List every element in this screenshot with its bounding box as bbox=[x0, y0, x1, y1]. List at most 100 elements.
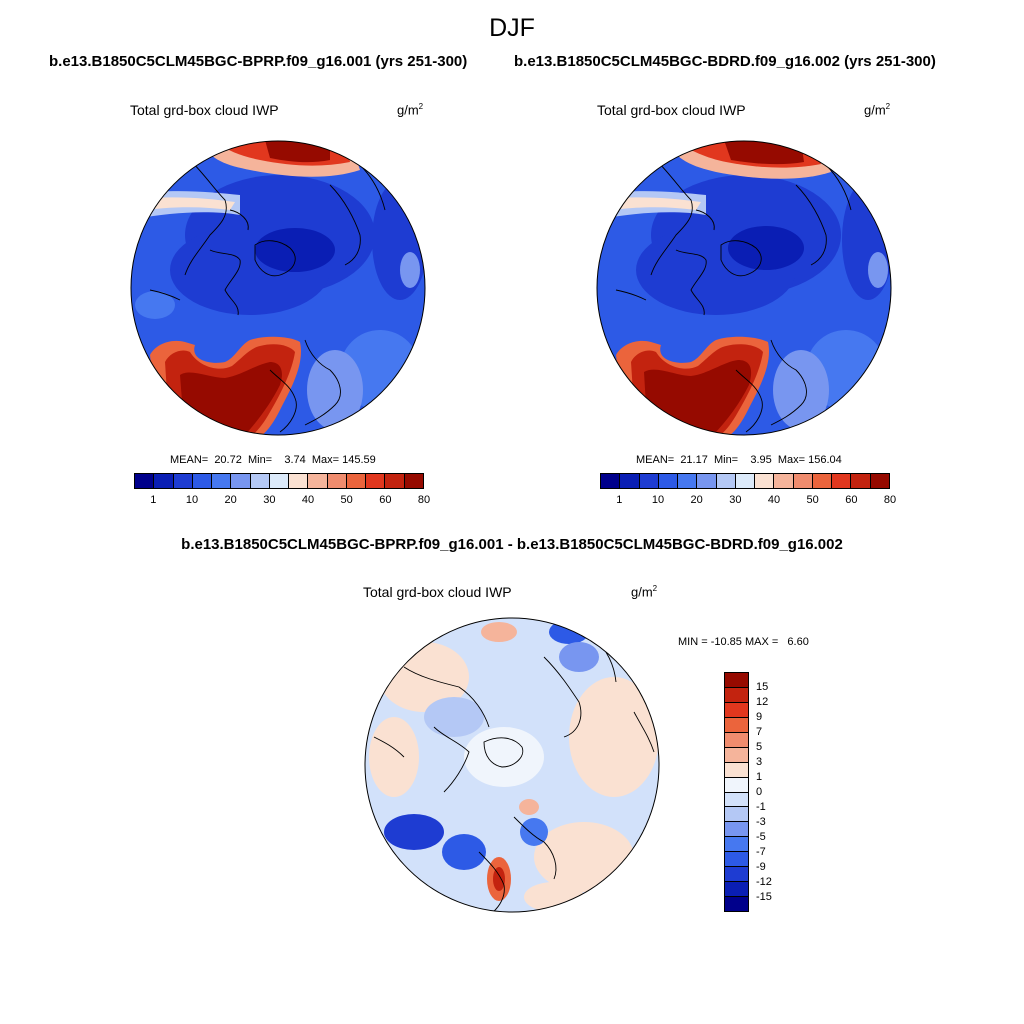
panel2-colorbar-ticks: 1 10 20 30 40 50 60 80 bbox=[600, 494, 896, 508]
panel3-label: Total grd-box cloud IWP bbox=[363, 584, 512, 600]
panel3-coastlines bbox=[373, 636, 655, 912]
colorbar-swatch bbox=[173, 474, 193, 488]
colorbar-swatch bbox=[716, 474, 736, 488]
case-b-title: b.e13.B1850C5CLM45BGC-BDRD.f09_g16.002 (… bbox=[514, 53, 936, 70]
panel2-map bbox=[596, 140, 892, 436]
colorbar-tick-label: -3 bbox=[756, 816, 766, 828]
panel1-map bbox=[130, 140, 426, 436]
colorbar-swatch bbox=[192, 474, 213, 488]
colorbar-swatch bbox=[725, 673, 748, 688]
colorbar-swatch bbox=[725, 717, 748, 733]
colorbar-swatch bbox=[735, 474, 756, 488]
colorbar-tick-label: 40 bbox=[767, 494, 781, 506]
panel1-stats: MEAN= 20.72 Min= 3.74 Max= 145.59 bbox=[170, 454, 376, 466]
colorbar-tick-label: 20 bbox=[224, 494, 237, 506]
colorbar-swatch bbox=[725, 687, 748, 703]
colorbar-swatch bbox=[366, 474, 386, 488]
colorbar-tick-label: 30 bbox=[263, 494, 276, 506]
colorbar-swatch bbox=[725, 837, 748, 853]
colorbar-swatch bbox=[678, 474, 698, 488]
colorbar-tick-label: 40 bbox=[301, 494, 315, 506]
colorbar-swatch bbox=[725, 747, 748, 763]
colorbar-swatch bbox=[725, 777, 748, 793]
colorbar-tick-label: -9 bbox=[756, 861, 766, 873]
colorbar-tick-label: 9 bbox=[756, 711, 763, 723]
panel1-colorbar bbox=[134, 473, 424, 489]
colorbar-swatch bbox=[658, 474, 679, 488]
panel3-unit: g/m2 bbox=[631, 584, 658, 600]
panel1-unit: g/m2 bbox=[397, 102, 424, 118]
colorbar-swatch bbox=[639, 474, 659, 488]
colorbar-swatch bbox=[212, 474, 232, 488]
colorbar-swatch bbox=[812, 474, 833, 488]
panel1-label: Total grd-box cloud IWP bbox=[130, 102, 279, 118]
colorbar-tick-label: 60 bbox=[845, 494, 858, 506]
colorbar-tick-label: 10 bbox=[185, 494, 199, 506]
difference-title: b.e13.B1850C5CLM45BGC-BPRP.f09_g16.001 -… bbox=[181, 536, 843, 553]
colorbar-swatch bbox=[725, 822, 748, 838]
colorbar-swatch bbox=[793, 474, 813, 488]
colorbar-swatch bbox=[346, 474, 367, 488]
panel2-label: Total grd-box cloud IWP bbox=[597, 102, 746, 118]
colorbar-swatch bbox=[289, 474, 309, 488]
colorbar-swatch bbox=[851, 474, 871, 488]
colorbar-tick-label: 50 bbox=[806, 494, 819, 506]
panel2-map-border bbox=[596, 140, 892, 436]
colorbar-tick-label: 20 bbox=[690, 494, 703, 506]
colorbar-swatch bbox=[725, 867, 748, 883]
colorbar-swatch bbox=[697, 474, 717, 488]
colorbar-swatch bbox=[725, 807, 748, 823]
colorbar-swatch bbox=[755, 474, 775, 488]
colorbar-swatch bbox=[832, 474, 852, 488]
colorbar-swatch bbox=[774, 474, 794, 488]
colorbar-tick-label: 12 bbox=[756, 696, 769, 708]
panel3-stats: MIN = -10.85 MAX = 6.60 bbox=[678, 636, 809, 648]
colorbar-swatch bbox=[870, 474, 889, 488]
colorbar-swatch bbox=[601, 474, 621, 488]
colorbar-swatch bbox=[725, 732, 748, 748]
colorbar-swatch bbox=[135, 474, 155, 488]
colorbar-tick-label: 5 bbox=[756, 741, 763, 753]
colorbar-tick-label: 50 bbox=[340, 494, 353, 506]
panel2-colorbar bbox=[600, 473, 890, 489]
colorbar-swatch bbox=[725, 897, 748, 911]
colorbar-swatch bbox=[725, 792, 748, 808]
colorbar-tick-label: 30 bbox=[729, 494, 742, 506]
season-title: DJF bbox=[489, 14, 535, 42]
panel2-coastlines bbox=[615, 159, 852, 433]
colorbar-tick-label: -12 bbox=[756, 876, 772, 888]
panel1-coastlines bbox=[149, 159, 386, 433]
colorbar-tick-label: 0 bbox=[756, 786, 763, 798]
colorbar-tick-label: -15 bbox=[756, 891, 772, 903]
colorbar-swatch bbox=[154, 474, 174, 488]
case-a-title: b.e13.B1850C5CLM45BGC-BPRP.f09_g16.001 (… bbox=[49, 53, 468, 70]
panel1-map-border bbox=[130, 140, 426, 436]
panel3-blue-patch bbox=[520, 818, 548, 846]
colorbar-swatch bbox=[250, 474, 270, 488]
colorbar-tick-label: -5 bbox=[756, 831, 766, 843]
panel3-colorbar-ticks: 15 12 9 7 5 3 1 0 -1 -3 -5 -7 -9 -12 -15 bbox=[756, 672, 796, 912]
colorbar-tick-label: 60 bbox=[379, 494, 392, 506]
colorbar-swatch bbox=[620, 474, 640, 488]
panel1-colorbar-ticks: 1 10 20 30 40 50 60 80 bbox=[134, 494, 430, 508]
colorbar-swatch bbox=[327, 474, 347, 488]
colorbar-swatch bbox=[269, 474, 290, 488]
colorbar-swatch bbox=[404, 474, 423, 488]
panel2-unit: g/m2 bbox=[864, 102, 891, 118]
panel3-map-border bbox=[364, 617, 660, 913]
colorbar-tick-label: 80 bbox=[883, 494, 897, 506]
colorbar-swatch bbox=[308, 474, 328, 488]
colorbar-swatch bbox=[725, 882, 748, 898]
colorbar-swatch bbox=[725, 702, 748, 718]
colorbar-tick-label: -7 bbox=[756, 846, 766, 858]
colorbar-swatch bbox=[385, 474, 405, 488]
panel3-atlantic-low bbox=[384, 814, 444, 850]
colorbar-tick-label: 7 bbox=[756, 726, 763, 738]
colorbar-tick-label: 80 bbox=[417, 494, 431, 506]
colorbar-tick-label: -1 bbox=[756, 801, 766, 813]
colorbar-tick-label: 1 bbox=[150, 494, 157, 506]
colorbar-tick-label: 1 bbox=[756, 771, 763, 783]
colorbar-tick-label: 1 bbox=[616, 494, 623, 506]
panel3-colorbar bbox=[724, 672, 749, 912]
colorbar-swatch bbox=[725, 762, 748, 778]
